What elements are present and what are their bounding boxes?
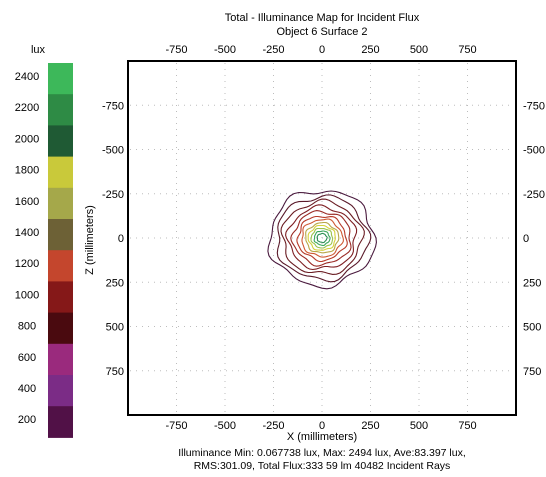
y-ticks-right: -750 -500 -250 0 250 500 750 — [523, 100, 545, 378]
colorbar-tick-label: 2200 — [15, 102, 39, 114]
colorbar-segment — [48, 188, 73, 220]
y-tick-label-left: -250 — [102, 189, 124, 201]
x-ticks-top: -750 -500 -250 0 250 500 750 — [165, 44, 476, 56]
colorbar-tick-label: 2000 — [15, 133, 39, 145]
x-tick-label-bottom: -750 — [165, 420, 187, 432]
colorbar-segment — [48, 313, 73, 345]
y-tick-label-left: -500 — [102, 145, 124, 157]
x-tick-label-top: 750 — [458, 44, 476, 56]
colorbar-tick-label: 1200 — [15, 258, 39, 270]
x-tick-label-top: 500 — [410, 44, 428, 56]
colorbar-tick-label: 400 — [18, 383, 36, 395]
y-tick-label-right: -750 — [523, 100, 545, 112]
stats-line-2: RMS:301.09, Total Flux:333 59 lm 40482 I… — [194, 460, 451, 472]
colorbar-unit-label: lux — [31, 44, 46, 56]
x-tick-label-top: -750 — [165, 44, 187, 56]
colorbar-segment — [48, 406, 73, 438]
y-tick-label-right: 500 — [523, 322, 541, 334]
colorbar-tick-label: 1600 — [15, 196, 39, 208]
x-tick-label-bottom: 750 — [458, 420, 476, 432]
colorbar-tick-label: 2400 — [15, 71, 39, 83]
y-tick-label-left: 0 — [118, 233, 124, 245]
colorbar: 2400 2200 2000 1800 1600 1400 1200 1000 800 600 40… — [15, 63, 73, 438]
y-tick-label-left: -750 — [102, 100, 124, 112]
y-tick-label-right: -500 — [523, 145, 545, 157]
x-tick-label-top: 0 — [319, 44, 325, 56]
y-axis-label: Z (millimeters) — [84, 205, 96, 275]
colorbar-tick-label: 200 — [18, 414, 36, 426]
colorbar-segment — [48, 94, 73, 126]
contour-line — [291, 211, 351, 267]
x-tick-label-top: -250 — [262, 44, 284, 56]
chart-subtitle: Object 6 Surface 2 — [276, 26, 367, 38]
colorbar-segment — [48, 125, 73, 157]
chart-title: Total - Illuminance Map for Incident Flu… — [225, 12, 420, 24]
x-tick-label-top: 250 — [361, 44, 379, 56]
colorbar-tick-label: 1000 — [15, 289, 39, 301]
y-tick-label-right: 250 — [523, 277, 541, 289]
colorbar-segment — [48, 219, 73, 251]
colorbar-tick-label: 1400 — [15, 227, 39, 239]
y-tick-label-right: 0 — [523, 233, 529, 245]
contour-line — [281, 199, 364, 274]
colorbar-segment — [48, 281, 73, 313]
plot-grid — [130, 63, 514, 413]
y-tick-label-right: 750 — [523, 366, 541, 378]
colorbar-tick-label: 1800 — [15, 165, 39, 177]
colorbar-segment — [48, 63, 73, 95]
stats-line-1: Illuminance Min: 0.067738 lux, Max: 2494… — [178, 447, 466, 459]
x-tick-label-bottom: -250 — [262, 420, 284, 432]
x-tick-label-bottom: 250 — [361, 420, 379, 432]
y-tick-label-left: 750 — [106, 366, 124, 378]
contour-layer — [268, 191, 377, 289]
colorbar-segment — [48, 344, 73, 376]
colorbar-segment — [48, 157, 73, 189]
x-axis-label: X (millimeters) — [287, 431, 357, 443]
x-tick-label-top: -500 — [214, 44, 236, 56]
colorbar-segment — [48, 250, 73, 282]
colorbar-tick-label: 600 — [18, 352, 36, 364]
colorbar-segment — [48, 375, 73, 407]
y-tick-label-left: 250 — [106, 277, 124, 289]
x-tick-label-bottom: -500 — [214, 420, 236, 432]
y-tick-label-right: -250 — [523, 189, 545, 201]
y-ticks-left: -750 -500 -250 0 250 500 750 — [102, 100, 124, 378]
y-tick-label-left: 500 — [106, 322, 124, 334]
colorbar-tick-label: 800 — [18, 321, 36, 333]
x-tick-label-bottom: 500 — [410, 420, 428, 432]
contour-line — [297, 217, 347, 262]
